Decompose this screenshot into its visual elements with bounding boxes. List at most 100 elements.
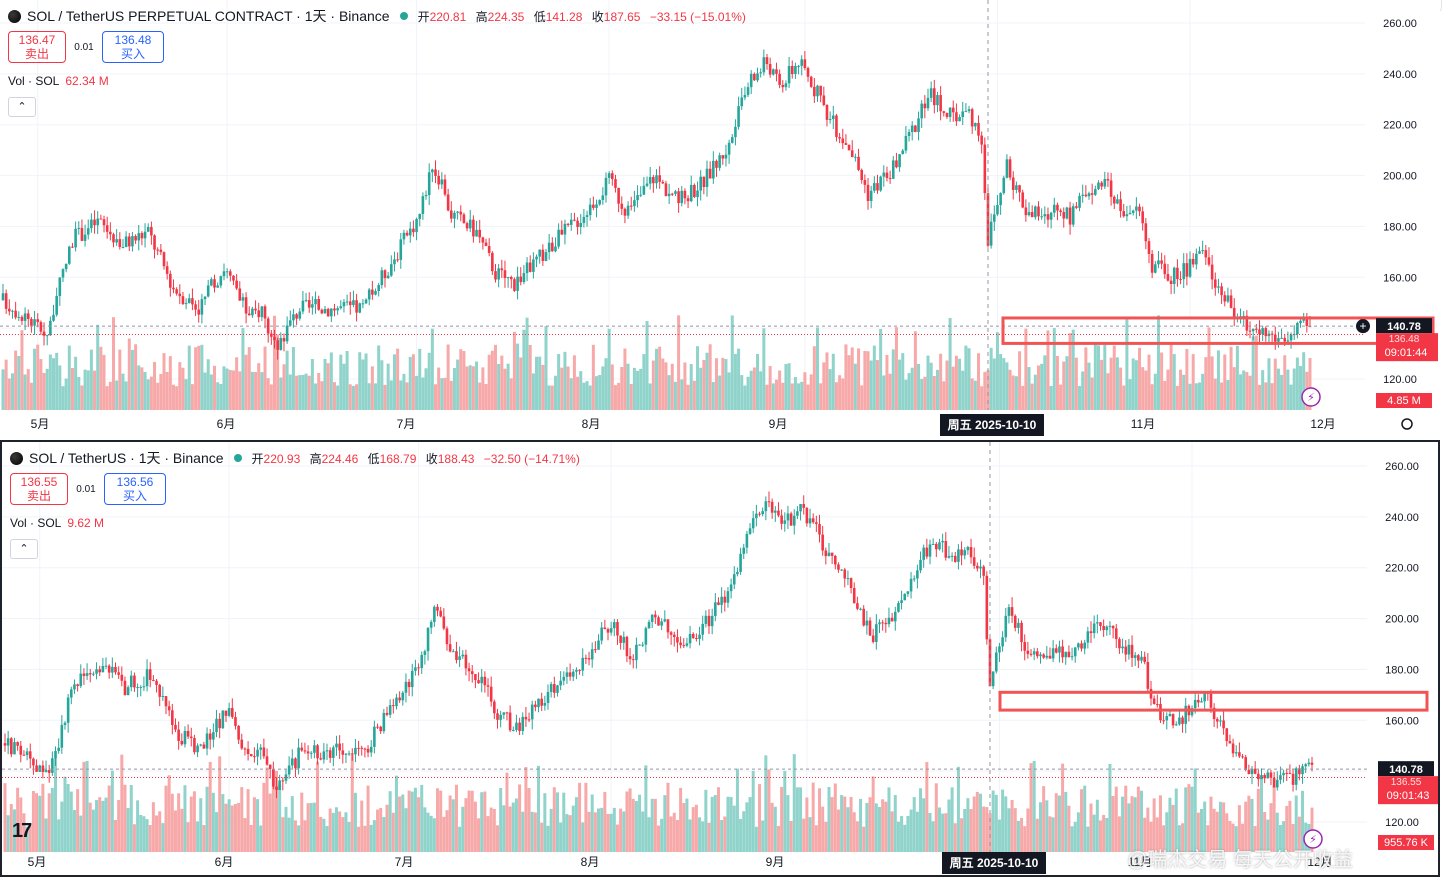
volume-bar xyxy=(882,375,886,410)
volume-bar xyxy=(907,373,911,410)
volume-bar xyxy=(1245,372,1249,410)
candle-body xyxy=(1023,642,1027,651)
chart-panel-top[interactable]: 120.00140.00160.00180.00200.00220.00240.… xyxy=(0,0,1440,438)
candle-body xyxy=(298,311,302,319)
candle-body xyxy=(366,748,370,753)
volume-bar xyxy=(410,791,414,852)
volume-bar xyxy=(500,355,504,410)
collapse-legend-button[interactable]: ⌃ xyxy=(10,539,38,559)
candle-body xyxy=(1135,206,1138,211)
sell-button[interactable]: 136.47 卖出 xyxy=(8,31,66,63)
candle-body xyxy=(923,103,927,109)
collapse-legend-button[interactable]: ⌃ xyxy=(8,97,36,117)
candle-body xyxy=(420,654,424,669)
volume-bar xyxy=(9,804,13,852)
volume-bar xyxy=(669,816,673,852)
volume-bar xyxy=(102,354,106,410)
candlestick-chart[interactable]: 120.00140.00160.00180.00200.00220.00240.… xyxy=(2,442,1438,875)
volume-bar xyxy=(117,800,121,852)
candle-body xyxy=(912,578,916,580)
buy-button[interactable]: 136.48 买入 xyxy=(102,31,164,63)
candle-body xyxy=(294,758,297,769)
candle-body xyxy=(544,252,548,261)
volume-bar xyxy=(679,787,683,852)
last-price-tag-text: 140.78 xyxy=(1387,321,1421,333)
candle-body xyxy=(33,319,36,326)
volume-bar xyxy=(1237,805,1241,852)
volume-bar xyxy=(865,802,869,852)
candle-body xyxy=(1242,315,1246,317)
candle-body xyxy=(772,69,775,75)
volume-bar xyxy=(484,384,488,410)
candle-body xyxy=(970,109,974,127)
volume-bar xyxy=(720,820,724,852)
volume-bar xyxy=(259,825,263,852)
symbol-title[interactable]: SOL / TetherUS · 1天 · Binance xyxy=(29,450,224,466)
volume-bar xyxy=(1200,808,1204,852)
volume-bar xyxy=(233,803,237,852)
candle-body xyxy=(730,137,734,143)
volume-bar xyxy=(468,365,472,410)
volume-bar xyxy=(1276,368,1280,410)
candlestick-chart[interactable]: 120.00140.00160.00180.00200.00220.00240.… xyxy=(0,0,1440,438)
candle-body xyxy=(582,216,586,223)
candle-body xyxy=(935,543,938,550)
candle-body xyxy=(683,190,687,199)
volume-bar xyxy=(338,811,342,852)
candle-body xyxy=(1250,768,1254,775)
candle-body xyxy=(1024,207,1028,216)
candle-body xyxy=(1201,250,1204,252)
symbol-title[interactable]: SOL / TetherUS PERPETUAL CONTRACT · 1天 ·… xyxy=(27,8,390,24)
candle-body xyxy=(1269,772,1273,778)
candle-body xyxy=(1080,643,1083,649)
volume-bar xyxy=(287,817,291,852)
candle-body xyxy=(222,271,226,277)
volume-bar xyxy=(749,370,753,410)
volume-bar xyxy=(863,351,867,410)
volume-bar xyxy=(35,793,39,852)
candle-body xyxy=(123,680,127,696)
volume-bar xyxy=(228,369,232,410)
candle-body xyxy=(178,293,182,297)
candle-body xyxy=(1150,254,1154,273)
candle-body xyxy=(177,729,180,741)
candle-body xyxy=(534,704,537,708)
volume-bar xyxy=(254,371,258,410)
candle-body xyxy=(522,273,526,283)
candle-body xyxy=(216,285,219,288)
volume-bar xyxy=(140,367,144,410)
price-tick-label: 240.00 xyxy=(1385,512,1419,524)
candle-body xyxy=(380,270,384,286)
volume-bar xyxy=(1294,795,1298,852)
chart-panel-bottom[interactable]: 120.00140.00160.00180.00200.00220.00240.… xyxy=(0,440,1440,877)
candle-body xyxy=(17,316,21,318)
candle-body xyxy=(459,211,463,215)
candle-body xyxy=(756,73,759,81)
candle-body xyxy=(415,218,418,233)
candle-body xyxy=(800,59,804,66)
tradingview-logo-icon[interactable]: 17 xyxy=(12,820,32,842)
volume-bar xyxy=(714,358,718,410)
candle-body xyxy=(1059,210,1062,212)
buy-button[interactable]: 136.56 买入 xyxy=(104,473,166,505)
candle-body xyxy=(1207,257,1211,265)
volume-bar xyxy=(449,380,453,410)
candle-body xyxy=(1213,279,1217,288)
volume-bar xyxy=(653,798,657,852)
time-tick-label: 11月 xyxy=(1128,855,1152,869)
candle-body xyxy=(787,65,791,84)
volume-bar xyxy=(718,375,722,410)
lightning-glyph: ⚡ xyxy=(1307,392,1315,404)
volume-bar xyxy=(587,811,591,852)
candle-body xyxy=(933,88,936,106)
volume-bar xyxy=(1210,356,1214,410)
volume-bar xyxy=(707,822,711,852)
volume-bar xyxy=(369,824,373,852)
sell-button[interactable]: 136.55 卖出 xyxy=(10,473,68,505)
candle-body xyxy=(878,622,881,625)
volume-bar xyxy=(860,385,864,410)
price-tick-label: 220.00 xyxy=(1383,120,1417,132)
volume-value: 9.62 M xyxy=(67,516,105,530)
candle-body xyxy=(746,87,750,95)
candle-body xyxy=(210,279,213,286)
